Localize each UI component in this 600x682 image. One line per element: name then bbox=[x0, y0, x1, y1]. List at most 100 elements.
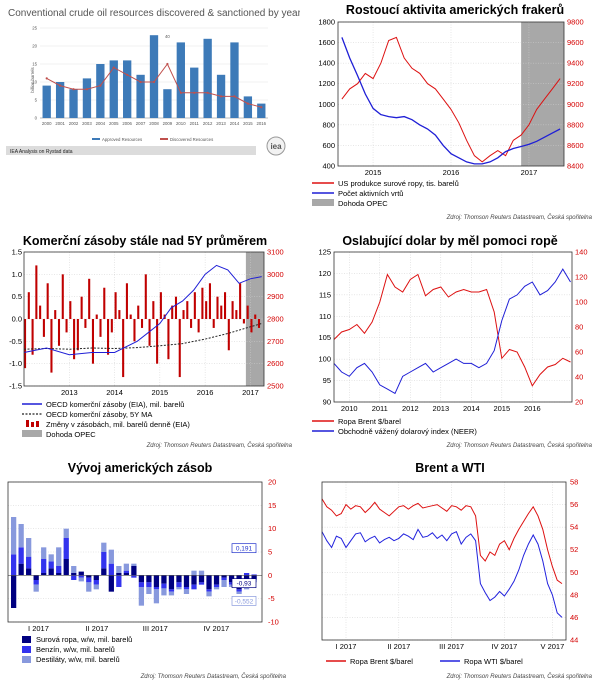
zasoby-left-tick: -1.5 bbox=[9, 382, 22, 391]
zasoby-change-bar bbox=[130, 315, 132, 319]
dolar-right-tick: 80 bbox=[575, 323, 583, 332]
zasoby-change-bar bbox=[50, 319, 52, 373]
iea-bar bbox=[257, 104, 265, 118]
vyvoj-bar-distillates bbox=[101, 543, 106, 552]
dolar-legend-brent-label: Ropa Brent $/barel bbox=[338, 417, 401, 426]
frakeri-legend: US produkce surové ropy, tis. barelů Poč… bbox=[312, 179, 459, 208]
brent-right-tick: 44 bbox=[570, 636, 578, 645]
vyvoj-bar-gasoline bbox=[154, 587, 159, 589]
brent-chart-panel: Brent a WTI 4446485052545658I 2017II 201… bbox=[300, 456, 600, 682]
zasoby-change-bar bbox=[167, 319, 169, 359]
vyvoj-bar-gasoline bbox=[94, 580, 99, 585]
frakeri-left-tick: 1200 bbox=[318, 79, 335, 88]
frakeri-legend-opec-label: Dohoda OPEC bbox=[338, 199, 388, 208]
zasoby-legend-oecd-label: OECD komerční zásoby (EIA), mil. barelů bbox=[46, 400, 184, 409]
vyvoj-bar-distillates bbox=[146, 587, 151, 594]
vyvoj-bar-gasoline bbox=[26, 557, 31, 569]
zasoby-change-bar bbox=[220, 306, 222, 319]
iea-bar-annotation: 40 bbox=[165, 34, 170, 39]
vyvoj-bar-crude bbox=[94, 575, 99, 580]
iea-y-tick: 10 bbox=[32, 80, 37, 85]
vyvoj-bar-crude bbox=[146, 575, 151, 582]
frakeri-x-tick: 2016 bbox=[443, 168, 460, 177]
zasoby-change-bar bbox=[99, 319, 101, 337]
zasoby-x-tick: 2016 bbox=[197, 388, 214, 397]
frakeri-legend-opec-swatch bbox=[312, 199, 334, 206]
vyvoj-bar-gasoline bbox=[56, 566, 61, 573]
vyvoj-bar-crude bbox=[176, 575, 181, 582]
frakeri-legend-us-label: US produkce surové ropy, tis. barelů bbox=[338, 179, 459, 188]
vyvoj-chart-panel: Vývoj amerických zásob -10-505101520I 20… bbox=[0, 456, 300, 682]
zasoby-x-tick: 2013 bbox=[61, 388, 78, 397]
zasoby-change-bar bbox=[103, 288, 105, 319]
iea-discovered-point bbox=[139, 81, 141, 83]
brent-x-tick: IV 2017 bbox=[491, 642, 517, 651]
dolar-x-tick: 2012 bbox=[402, 404, 419, 413]
vyvoj-right-tick: 10 bbox=[268, 524, 276, 533]
zasoby-legend-ma-label: OECD komerční zásoby, 5Y MA bbox=[46, 410, 152, 419]
zasoby-change-bar bbox=[250, 319, 252, 332]
vyvoj-bar-gasoline bbox=[116, 575, 121, 587]
vyvoj-right-tick: 20 bbox=[268, 478, 276, 487]
vyvoj-bar-crude bbox=[56, 573, 61, 575]
iea-discovered-point bbox=[247, 103, 249, 105]
frakeri-left-tick: 600 bbox=[322, 141, 335, 150]
frakeri-left-tick: 1400 bbox=[318, 59, 335, 68]
iea-bar bbox=[177, 42, 185, 118]
dolar-left-tick: 95 bbox=[323, 376, 331, 385]
dolar-x-tick: 2013 bbox=[432, 404, 449, 413]
iea-chart-title: Conventional crude oil resources discove… bbox=[8, 8, 300, 19]
vyvoj-legend-dist-swatch bbox=[22, 656, 31, 663]
vyvoj-bar-distillates bbox=[176, 587, 181, 589]
zasoby-change-bar bbox=[239, 283, 241, 319]
vyvoj-bar-gasoline bbox=[101, 552, 106, 568]
iea-footer-text: IEA Analysis on Rystad data bbox=[10, 149, 73, 155]
vyvoj-legend-crude-swatch bbox=[22, 636, 31, 643]
vyvoj-bar-gasoline bbox=[124, 571, 129, 573]
vyvoj-bar-distillates bbox=[34, 585, 39, 592]
vyvoj-bar-distillates bbox=[199, 571, 204, 576]
vyvoj-bar-gasoline bbox=[146, 582, 151, 587]
zasoby-change-bar bbox=[194, 292, 196, 319]
frakeri-right-tick: 9200 bbox=[567, 79, 584, 88]
zasoby-change-bar bbox=[201, 288, 203, 319]
vyvoj-bar-crude bbox=[49, 568, 54, 575]
zasoby-chart-panel: Komerční zásoby stále nad 5Y průměrem -1… bbox=[0, 228, 300, 450]
vyvoj-bar-crude bbox=[34, 575, 39, 580]
dolar-chart-svg: Oslabující dolar by měl pomoci ropě 9095… bbox=[300, 228, 600, 450]
dolar-legend-neer-label: Obchodně vážený dolarový index (NEER) bbox=[338, 427, 477, 436]
iea-bar bbox=[69, 89, 77, 118]
vyvoj-legend: Surová ropa, w/w, mil. barelů Benzín, w/… bbox=[22, 635, 132, 664]
zasoby-change-bar bbox=[254, 315, 256, 319]
zasoby-change-bar bbox=[133, 319, 135, 341]
zasoby-change-bar bbox=[66, 319, 68, 332]
vyvoj-bar-crude bbox=[221, 575, 226, 577]
iea-x-tick: 2000 bbox=[42, 121, 52, 126]
frakeri-x-tick: 2015 bbox=[365, 168, 382, 177]
vyvoj-bar-gasoline bbox=[41, 559, 46, 573]
vyvoj-bar-crude bbox=[184, 575, 189, 587]
vyvoj-x-tick: II 2017 bbox=[85, 624, 108, 633]
frakeri-chart-svg: Rostoucí aktivita amerických frakerů 400… bbox=[300, 0, 600, 225]
frakeri-right-tick: 9800 bbox=[567, 18, 584, 27]
iea-discovered-point bbox=[166, 63, 168, 65]
vyvoj-bar-distillates bbox=[124, 564, 129, 571]
brent-source: Zdroj: Thomson Reuters Datastream, Česká… bbox=[446, 673, 593, 680]
vyvoj-bar-crude bbox=[124, 573, 129, 575]
frakeri-legend-rigs-label: Počet aktivních vrtů bbox=[338, 189, 403, 198]
vyvoj-x-tick: III 2017 bbox=[143, 624, 168, 633]
brent-right-tick: 56 bbox=[570, 500, 578, 509]
zasoby-change-bar bbox=[118, 310, 120, 319]
vyvoj-bar-gasoline bbox=[184, 587, 189, 589]
vyvoj-bar-crude bbox=[161, 575, 166, 583]
iea-logo-text: iea bbox=[270, 142, 282, 151]
zasoby-change-bar bbox=[145, 274, 147, 319]
brent-legend: Ropa Brent $/barel Ropa WTI $/barel bbox=[326, 657, 523, 666]
brent-legend-wti-label: Ropa WTI $/barel bbox=[464, 657, 523, 666]
zasoby-change-bar bbox=[107, 319, 109, 355]
zasoby-legend-changes-swatch-2 bbox=[31, 422, 34, 427]
vyvoj-bar-distillates bbox=[184, 589, 189, 594]
zasoby-chart-svg: Komerční zásoby stále nad 5Y průměrem -1… bbox=[0, 228, 300, 450]
vyvoj-x-tick: IV 2017 bbox=[203, 624, 229, 633]
vyvoj-bar-distillates bbox=[116, 566, 121, 573]
